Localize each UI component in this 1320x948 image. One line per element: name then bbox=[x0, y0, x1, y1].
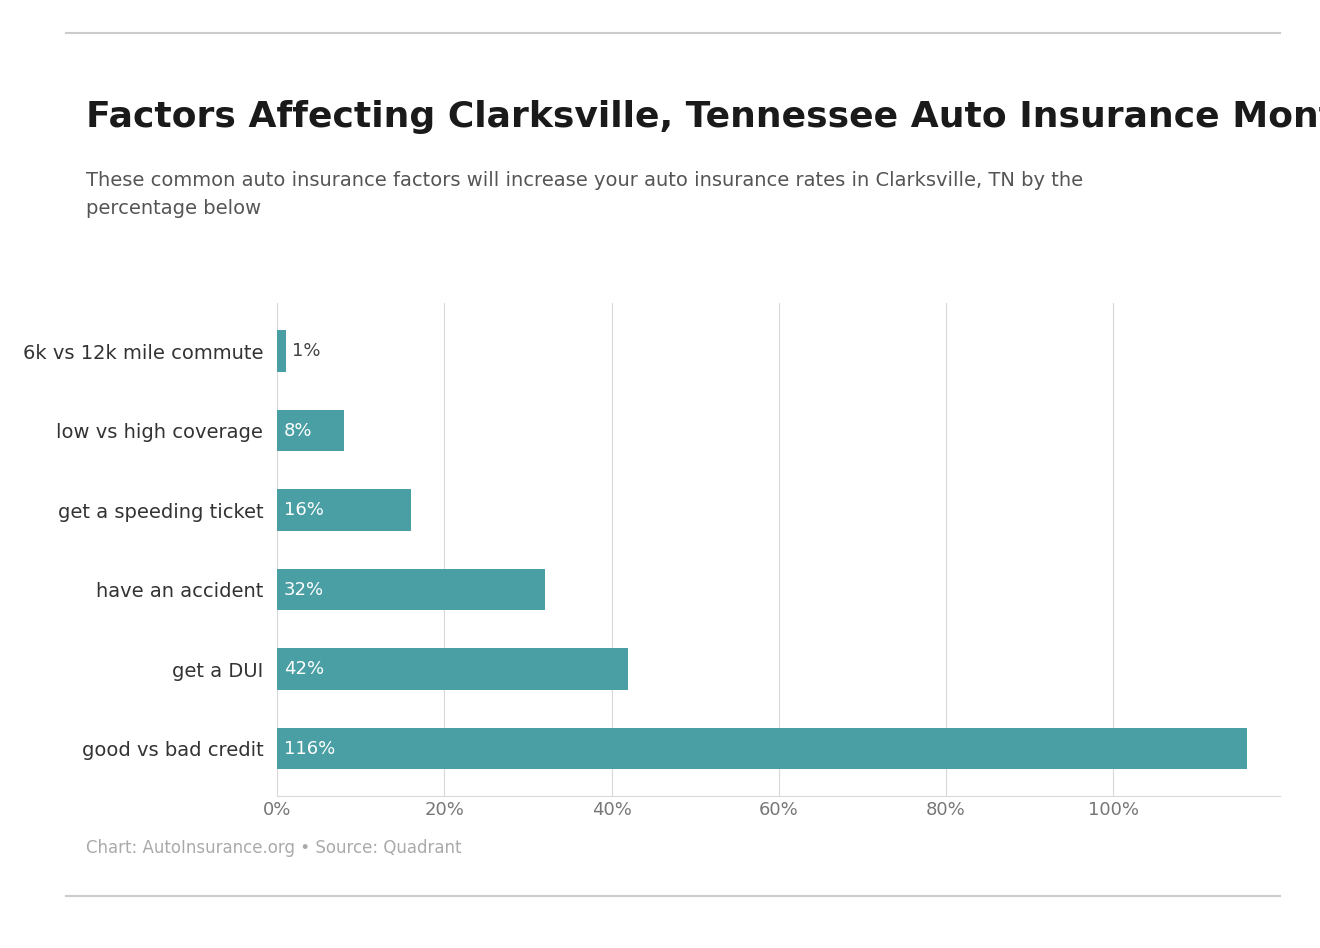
Bar bbox=[277, 410, 345, 451]
Bar bbox=[277, 489, 411, 531]
Text: Chart: AutoInsurance.org • Source: Quadrant: Chart: AutoInsurance.org • Source: Quadr… bbox=[86, 839, 461, 857]
Bar bbox=[277, 728, 1247, 769]
Text: 16%: 16% bbox=[284, 501, 323, 520]
Bar bbox=[277, 648, 628, 690]
Text: 1%: 1% bbox=[292, 342, 321, 360]
Text: These common auto insurance factors will increase your auto insurance rates in C: These common auto insurance factors will… bbox=[86, 171, 1082, 218]
Text: 116%: 116% bbox=[284, 739, 335, 757]
Text: 32%: 32% bbox=[284, 580, 323, 598]
Bar bbox=[277, 331, 285, 372]
Text: Factors Affecting Clarksville, Tennessee Auto Insurance Monthly Rates: Factors Affecting Clarksville, Tennessee… bbox=[86, 100, 1320, 134]
Text: 8%: 8% bbox=[284, 422, 313, 440]
Bar bbox=[277, 569, 545, 611]
Text: 42%: 42% bbox=[284, 660, 323, 678]
